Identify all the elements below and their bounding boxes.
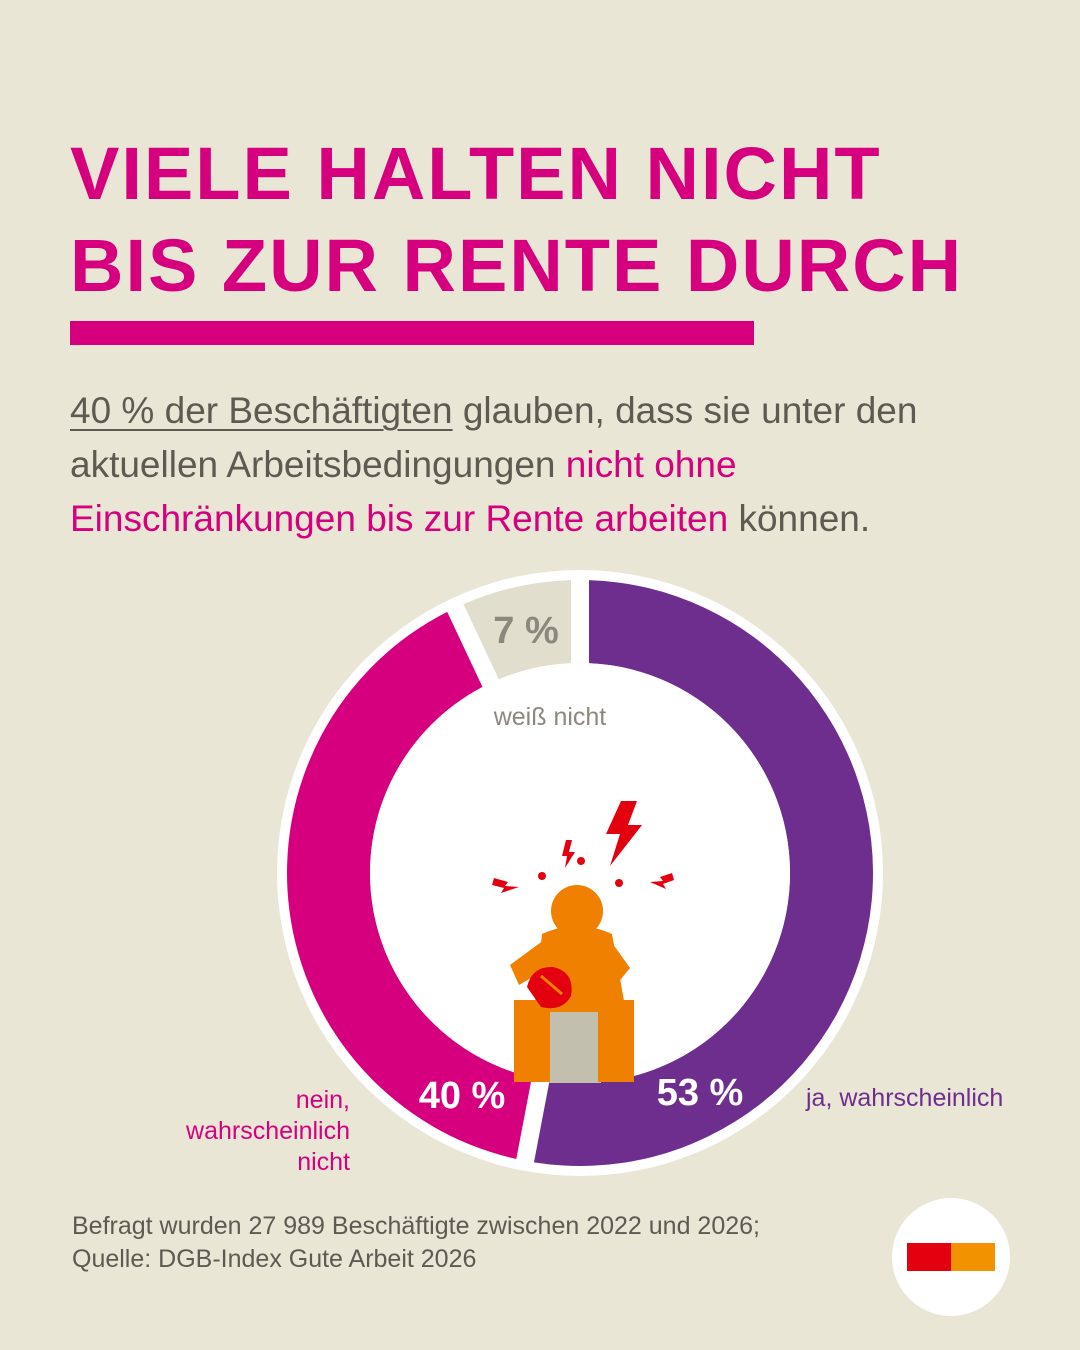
lightning-icon [492, 801, 674, 893]
logo-red-block [907, 1243, 951, 1271]
donut-center [370, 663, 790, 1083]
intro-highlight-underlined: 40 % der Beschäftigten [70, 390, 453, 431]
legend-label-nein: nein, wahrscheinlich nicht [186, 1086, 350, 1176]
slice-value-label: 53 % [657, 1072, 744, 1114]
intro-highlight-colored: nicht ohne Einschränkungen bis zur Rente… [70, 444, 737, 539]
donut-chart: 53 % 40 % 7 % [277, 570, 883, 1176]
title-underline [70, 321, 754, 345]
footnote-source: Quelle: DGB-Index Gute Arbeit 2026 [72, 1245, 477, 1273]
footnote-line-1: Befragt wurden 27 989 Beschäftigte zwisc… [72, 1212, 760, 1240]
donut-slice [463, 580, 572, 680]
dgb-logo-icon [892, 1198, 1010, 1316]
footnote: Befragt wurden 27 989 Beschäftigte zwisc… [72, 1210, 852, 1276]
legend-label-ja: ja, wahrscheinlich [806, 1084, 1004, 1112]
intro-text-end: können. [728, 498, 871, 539]
stressed-person-icon [492, 801, 674, 1083]
donut-slice [533, 580, 874, 1166]
title-line-2: BIS ZUR RENTE DURCH [70, 224, 964, 307]
page-title: VIELE HALTEN NICHT BIS ZUR RENTE DURCH [70, 128, 970, 312]
intro-text: 40 % der Beschäftigten glauben, dass sie… [70, 384, 950, 546]
slice-value-label: 40 % [419, 1075, 506, 1117]
slice-value-label: 7 % [493, 610, 558, 652]
legend-label-weiss-nicht: weiß nicht [493, 703, 607, 731]
title-line-1: VIELE HALTEN NICHT [70, 132, 882, 215]
logo-orange-block [951, 1243, 995, 1271]
intro-text-middle: glauben, dass sie unter den aktuellen Ar… [70, 390, 918, 485]
donut-slice [287, 611, 532, 1159]
